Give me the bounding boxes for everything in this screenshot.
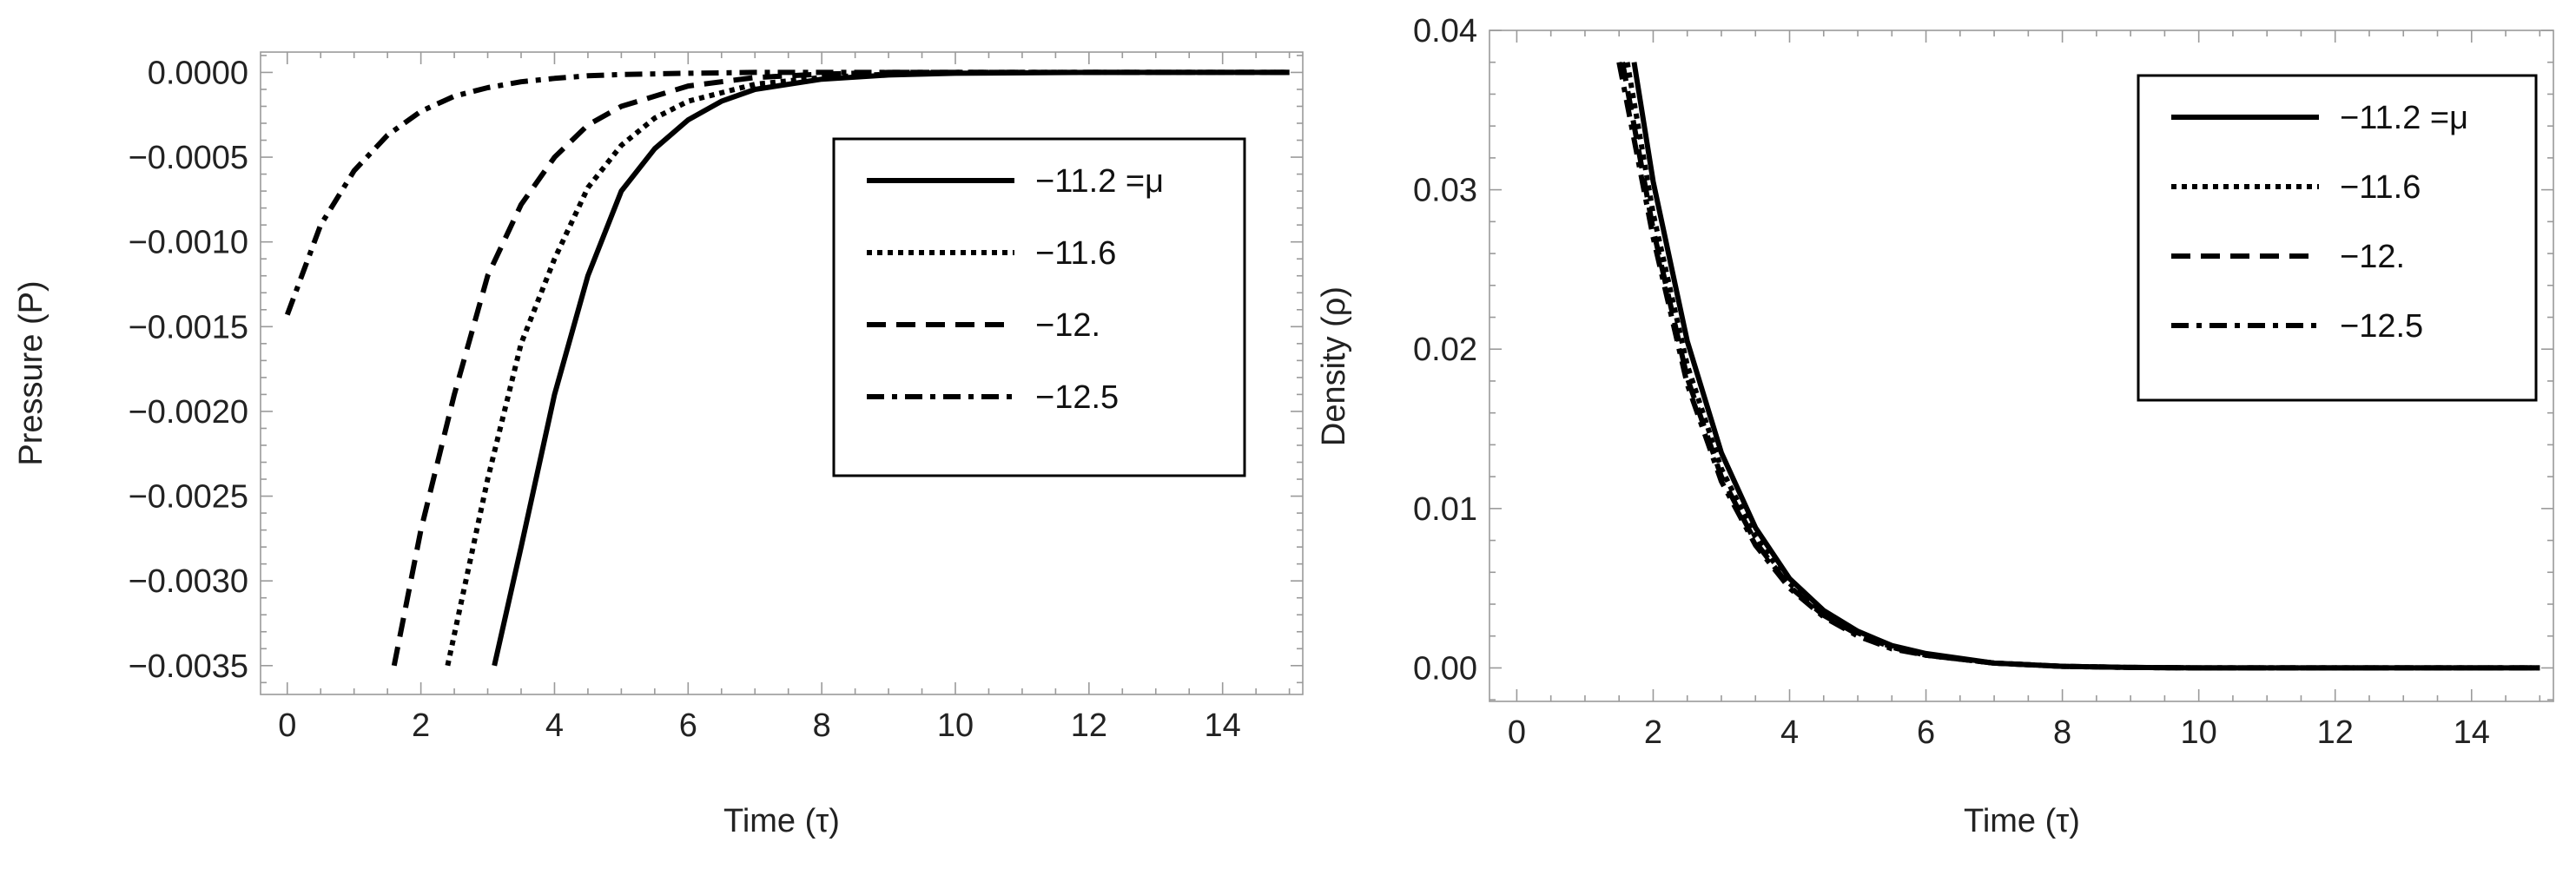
series-line-2 [445,69,1290,667]
x-tick-label: 4 [1780,714,1799,751]
x-tick-label: 6 [679,707,697,744]
legend-label: −12. [2340,239,2405,275]
y-tick-label: −0.0025 [129,479,248,516]
plot-frame [1489,30,2554,702]
x-tick-label: 4 [545,707,564,744]
x-tick-label: 10 [937,707,974,744]
y-tick-label: 0.02 [1413,332,1477,368]
x-tick-label: 2 [412,707,430,744]
x-tick-label: 12 [2317,714,2354,751]
x-tick-label: 10 [2181,714,2217,751]
y-tick-label: −0.0030 [129,563,248,600]
legend-label: −12. [1035,307,1100,344]
x-axis-title: Time (τ) [723,803,840,839]
y-tick-label: −0.0010 [129,225,248,261]
x-tick-label: 8 [813,707,831,744]
y-tick-label: −0.0005 [129,140,248,176]
legend: −11.2 =μ −11.6 −12. −12.5 [2137,74,2538,402]
y-tick-label: 0.00 [1413,650,1477,687]
chart-panel-2: 0 2 4 6 8 10 12 14 0.00 0.01 0.02 0.03 0.04 Time (τ) D… [1316,13,2554,839]
series-line-3 [391,69,1290,667]
y-tick-label: −0.0015 [129,309,248,345]
y-axis-title: Pressure (P) [13,280,50,465]
y-axis-title: Density (ρ) [1316,286,1352,446]
series-line-4 [284,69,1290,316]
series-line-4 [1616,62,2540,671]
legend-label: −11.2 =μ [1035,163,1164,200]
legend-label: −12.5 [2340,308,2423,345]
x-tick-label: 12 [1071,707,1107,744]
plot-frame [260,51,1304,695]
legend-box [2137,74,2538,402]
y-tick-label: 0.0000 [148,55,248,91]
legend-label: −11.2 =μ [2340,100,2468,136]
legend-label: −11.6 [2340,169,2421,206]
x-tick-label: 6 [1917,714,1935,751]
legend: −11.2 =μ −11.6 −12. −12.5 [832,137,1246,477]
x-tick-label: 0 [278,707,296,744]
y-tick-label: −0.0035 [129,648,248,685]
chart-panel-1: 0 2 4 6 8 10 12 14 0.0000 −0.0005 −0.0010 −0.0015 −0… [13,51,1304,839]
legend-label: −12.5 [1035,379,1119,416]
y-tick-label: 0.01 [1413,491,1477,528]
legend-box [832,137,1246,477]
x-tick-label: 14 [2454,714,2490,751]
y-tick-label: −0.0020 [129,394,248,431]
x-tick-label: 0 [1508,714,1526,751]
legend-label: −11.6 [1035,235,1116,272]
x-tick-label: 8 [2053,714,2071,751]
x-axis-title: Time (τ) [1964,803,2080,839]
x-tick-label: 2 [1644,714,1662,751]
y-tick-label: 0.04 [1413,13,1477,49]
y-tick-label: 0.03 [1413,173,1477,209]
x-tick-label: 14 [1205,707,1241,744]
